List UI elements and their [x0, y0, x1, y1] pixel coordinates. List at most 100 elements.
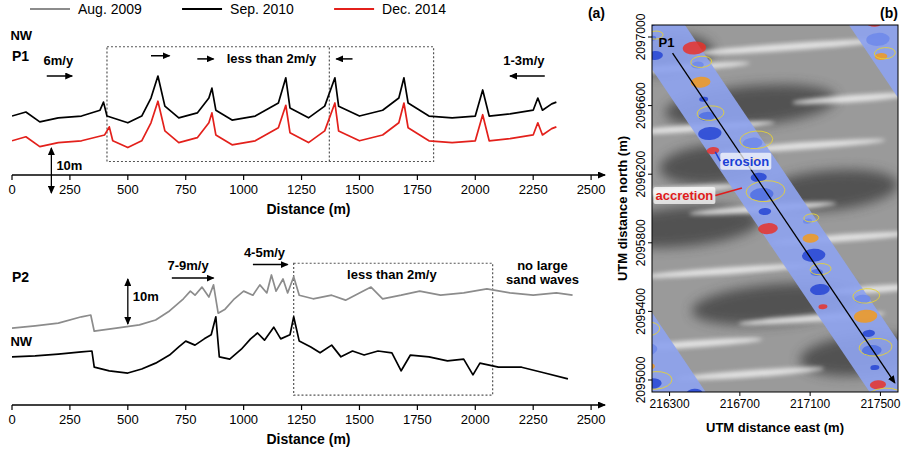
- change-patch: [810, 283, 831, 295]
- label-patch: [654, 187, 716, 204]
- x-tick: [475, 175, 476, 180]
- profile-line: [12, 317, 568, 379]
- x-axis: [12, 404, 605, 406]
- legend-label: Sep. 2010: [230, 1, 294, 17]
- x-tick: [127, 405, 128, 410]
- y-tick: [648, 37, 652, 38]
- y-tick: [648, 311, 652, 312]
- x-tick: [185, 175, 186, 180]
- annotation: NW: [10, 334, 32, 349]
- x-axis-title: Distance (m): [266, 201, 350, 217]
- x-tick-label: 1750: [403, 182, 432, 197]
- x-tick: [359, 175, 360, 180]
- x-tick: [301, 175, 302, 180]
- map-background: [652, 25, 898, 392]
- x-tick: [533, 175, 534, 180]
- x-axis-title: UTM distance east (m): [706, 420, 844, 435]
- x-tick: [475, 405, 476, 410]
- series-group: [12, 76, 556, 148]
- annotation: NW: [10, 28, 32, 43]
- change-patch: [758, 208, 771, 216]
- track-label: P1: [659, 35, 675, 50]
- contour-line: [852, 288, 880, 304]
- x-tick-label: 500: [117, 182, 139, 197]
- legend-swatch: [334, 8, 374, 10]
- x-tick-label: 1000: [229, 412, 258, 427]
- x-tick: [69, 175, 70, 180]
- x-tick-label: 500: [117, 412, 139, 427]
- y-tick: [648, 105, 652, 106]
- x-tick: [11, 405, 12, 410]
- profile-line: [12, 101, 556, 147]
- x-tick-label: 1250: [287, 182, 316, 197]
- annotation-line: sand waves: [506, 272, 579, 287]
- migration-arrow: [253, 264, 288, 266]
- leader-line: [715, 188, 742, 196]
- x-tick-label: 2250: [519, 182, 548, 197]
- y-tick-label: 2095000: [634, 356, 648, 403]
- change-patch: [818, 304, 827, 310]
- migration-arrow: [151, 55, 170, 57]
- migration-arrow: [197, 58, 213, 60]
- contour-line: [652, 321, 660, 337]
- x-tick-label: 2000: [461, 412, 490, 427]
- change-patch: [862, 329, 875, 337]
- scale-bar: [51, 148, 52, 193]
- change-patch: [652, 342, 658, 357]
- scale-bar-label: 10m: [56, 158, 82, 173]
- change-patch: [706, 147, 719, 155]
- x-axis-title: Distance (m): [266, 431, 350, 447]
- region-divider: [329, 47, 330, 162]
- annotation: less than 2m/y: [227, 51, 317, 66]
- x-tick: [417, 405, 418, 410]
- survey-swath: [652, 25, 898, 392]
- change-patch: [875, 53, 888, 61]
- x-tick: [417, 175, 418, 180]
- y-tick: [648, 242, 652, 243]
- x-tick: [533, 405, 534, 410]
- contour-line: [697, 105, 725, 121]
- x-tick: [669, 392, 670, 396]
- contour-line: [874, 47, 896, 60]
- x-tick-label: 250: [59, 412, 81, 427]
- profile-panel: 02505007501000125015001750200022502500Di…: [8, 5, 605, 217]
- x-tick: [243, 405, 244, 410]
- x-tick: [11, 175, 12, 180]
- annotation: 7-9m/y: [167, 258, 209, 273]
- y-tick-label: 2097000: [634, 13, 648, 60]
- y-tick: [648, 174, 652, 175]
- x-tick: [359, 405, 360, 410]
- map-annotation: accretion: [656, 188, 714, 203]
- x-tick-label: 216700: [720, 397, 760, 411]
- scale-bar-label: 10m: [133, 289, 159, 304]
- profile-title: P2: [12, 269, 29, 285]
- scale-bar: [127, 279, 128, 324]
- x-tick-label: 0: [8, 182, 15, 197]
- panel-label: (a): [588, 5, 605, 21]
- map-annotation: erosion: [722, 154, 769, 169]
- x-tick-label: 1750: [403, 412, 432, 427]
- contour-line: [690, 56, 712, 69]
- change-patch: [691, 61, 704, 69]
- x-axis: [12, 174, 605, 176]
- annotation: 6m/y: [44, 53, 74, 68]
- x-tick-label: 1000: [229, 182, 258, 197]
- leader-line: [715, 152, 720, 161]
- legend-label: Aug. 2009: [78, 1, 142, 17]
- annotation-line: no large: [517, 258, 568, 273]
- x-tick: [69, 405, 70, 410]
- annotation: less than 2m/y: [347, 267, 437, 282]
- change-patch: [866, 32, 890, 47]
- change-patch: [682, 41, 706, 56]
- contour-line: [739, 130, 773, 150]
- change-patch: [652, 378, 662, 390]
- x-tick-label: 2000: [461, 182, 490, 197]
- profile-track: [673, 53, 895, 383]
- region-box: [294, 263, 493, 395]
- y-tick-label: 2095800: [634, 219, 648, 266]
- legend: Aug. 2009Sep. 2010Dec. 2014: [30, 1, 446, 17]
- x-tick-label: 2250: [519, 412, 548, 427]
- y-tick-label: 2096600: [634, 82, 648, 129]
- x-tick-label: 250: [59, 182, 81, 197]
- x-tick: [591, 405, 592, 410]
